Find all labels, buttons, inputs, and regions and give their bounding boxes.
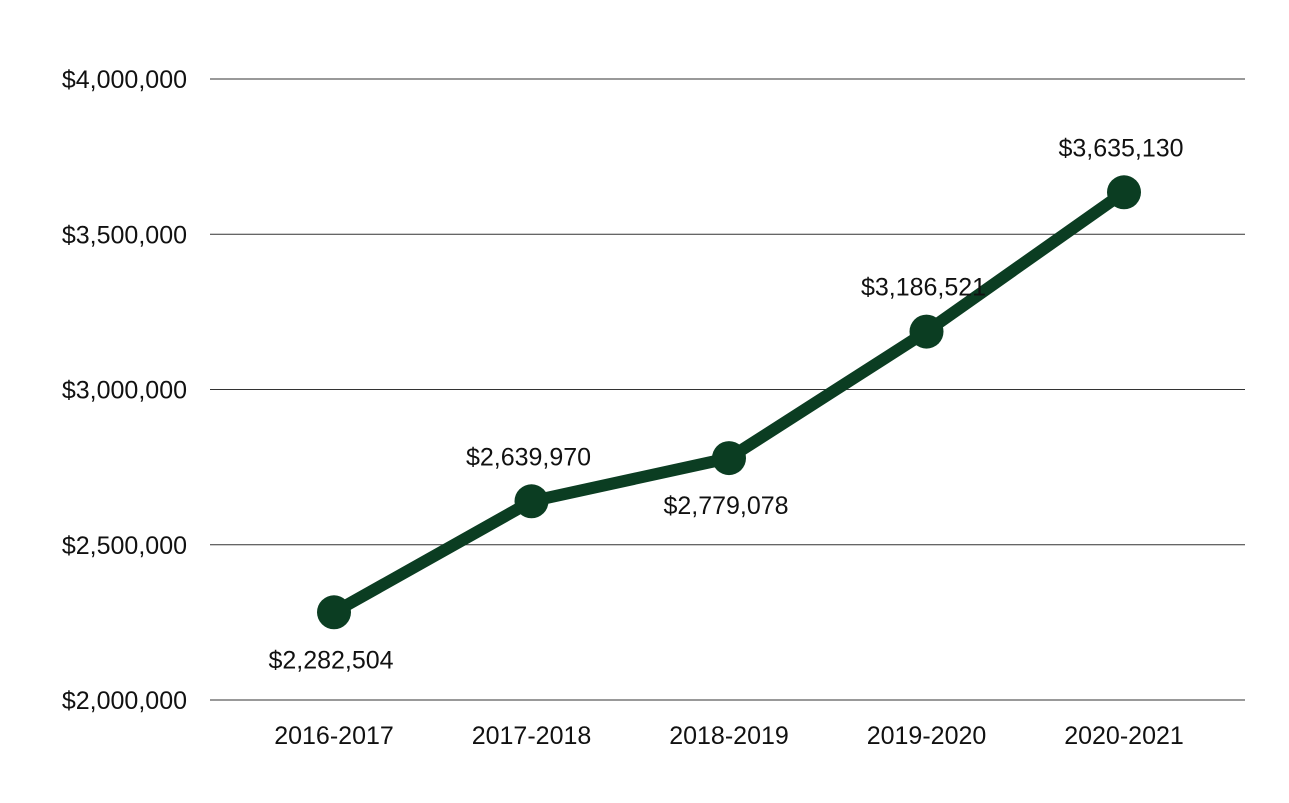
x-axis-tick-labels: 2016-2017 2017-2018 2018-2019 2019-2020 2020… <box>274 722 1184 750</box>
series-line-group <box>328 186 1130 619</box>
x-tick-label: 2018-2019 <box>669 722 789 750</box>
data-point <box>317 595 351 630</box>
series-line <box>328 186 1130 619</box>
x-tick-label: 2017-2018 <box>472 722 592 750</box>
data-point <box>909 314 944 349</box>
data-point <box>712 441 746 476</box>
data-label: $3,635,130 <box>1058 134 1183 162</box>
data-label: $3,186,521 <box>861 274 986 302</box>
gridlines <box>210 78 1245 701</box>
data-point <box>1107 175 1141 210</box>
data-labels: $2,282,504 $2,639,970 $2,779,078 $3,186,521… <box>268 134 1183 674</box>
y-axis-tick-labels: $2,000,000 $2,500,000 $3,000,000 $3,500,000… <box>62 66 187 715</box>
y-tick-label: $3,000,000 <box>62 377 187 405</box>
x-tick-label: 2020-2021 <box>1064 722 1184 750</box>
y-tick-label: $3,500,000 <box>62 221 187 249</box>
data-points <box>317 175 1141 630</box>
x-tick-label: 2016-2017 <box>274 722 394 750</box>
y-tick-label: $2,000,000 <box>62 687 187 715</box>
data-label: $2,282,504 <box>268 646 393 674</box>
data-label: $2,779,078 <box>663 492 788 520</box>
data-label: $2,639,970 <box>466 443 591 471</box>
y-tick-label: $2,500,000 <box>62 532 187 560</box>
data-point <box>514 484 549 519</box>
x-tick-label: 2019-2020 <box>867 722 987 750</box>
y-tick-label: $4,000,000 <box>62 66 187 94</box>
